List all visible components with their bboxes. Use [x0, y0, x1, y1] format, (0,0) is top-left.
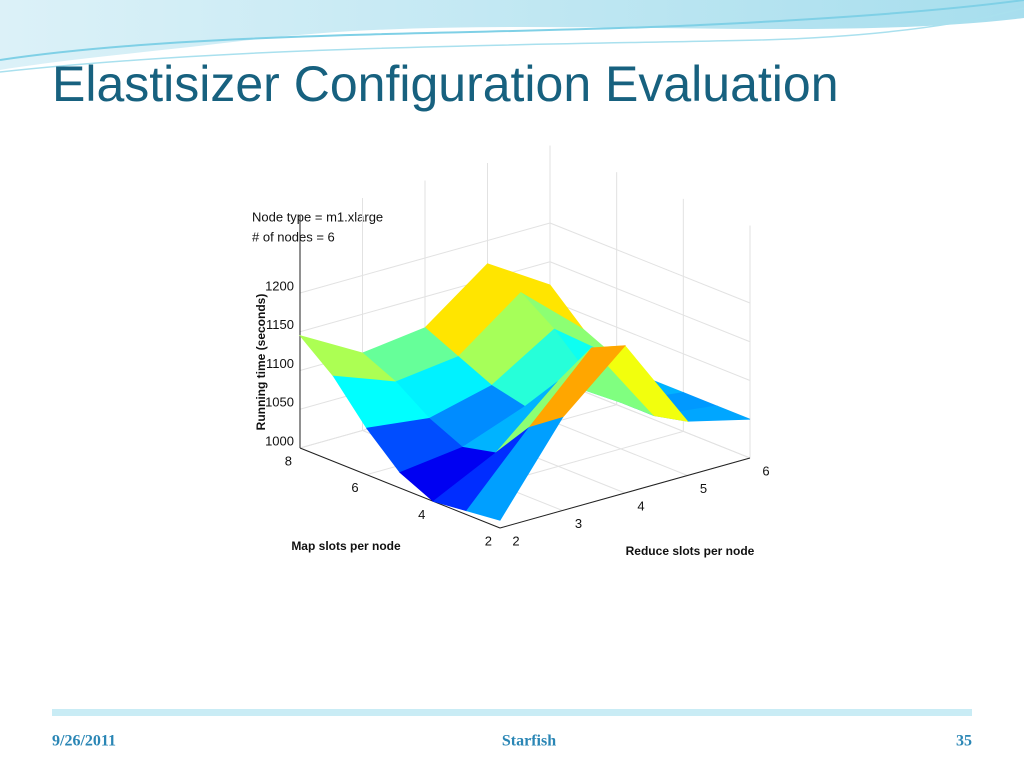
footer-center: Starfish [502, 733, 556, 750]
z-tick-label: 1150 [266, 317, 294, 332]
z-tick-label: 1200 [265, 278, 294, 293]
x-tick-label: 3 [575, 516, 582, 531]
page-number: 35 [956, 733, 972, 750]
surface-patch [465, 416, 564, 521]
z-tick-label: 1050 [265, 395, 294, 410]
y-tick-label: 8 [285, 453, 292, 468]
slide-title: Elastisizer Configuration Evaluation [52, 56, 839, 112]
z-tick-label: 1100 [266, 356, 294, 371]
annotation: Node type = m1.xlarge [252, 209, 383, 224]
y-tick-label: 4 [418, 507, 425, 522]
x-tick-label: 2 [512, 533, 519, 548]
x-tick-label: 4 [637, 498, 644, 513]
y-tick-label: 2 [485, 533, 492, 548]
z-axis-label: Running time (seconds) [254, 294, 268, 431]
surface-plot: 1000 1050 1100 1150 1200 2 3 4 5 6 2 4 6 8 [265, 145, 770, 548]
y-axis-label: Map slots per node [291, 539, 401, 553]
z-tick-label: 1000 [265, 433, 294, 448]
grid-line [549, 300, 751, 381]
x-tick-label: 5 [700, 481, 707, 496]
grid-line [549, 222, 751, 304]
axis-line [299, 447, 501, 529]
footer-date: 9/26/2011 [52, 733, 116, 750]
footer-bar [52, 709, 972, 716]
axis-line [499, 457, 751, 529]
header-decoration [0, 0, 1024, 73]
grid-line [549, 261, 751, 343]
y-tick-label: 6 [351, 480, 358, 495]
x-axis-label: Reduce slots per node [626, 544, 755, 558]
annotation: # of nodes = 6 [252, 229, 335, 244]
x-tick-label: 6 [762, 463, 769, 478]
